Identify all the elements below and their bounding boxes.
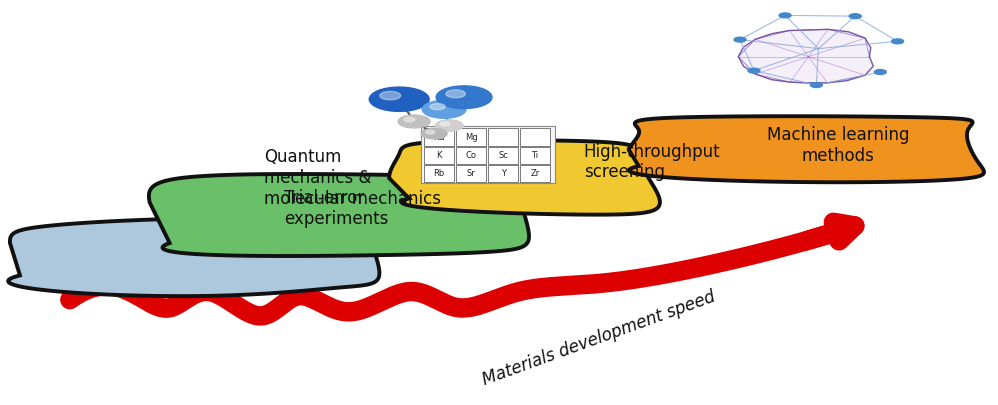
FancyBboxPatch shape (488, 128, 518, 146)
FancyBboxPatch shape (456, 165, 486, 182)
Text: Ti: Ti (531, 151, 539, 160)
FancyBboxPatch shape (456, 128, 486, 146)
Circle shape (748, 68, 759, 73)
Text: Materials development speed: Materials development speed (480, 288, 718, 389)
Circle shape (398, 115, 430, 128)
Circle shape (874, 70, 886, 75)
Circle shape (435, 120, 463, 131)
Circle shape (436, 86, 492, 109)
Circle shape (849, 14, 861, 19)
Text: Co: Co (466, 151, 477, 160)
Text: Trial-error
experiments: Trial-error experiments (284, 189, 389, 228)
FancyBboxPatch shape (520, 147, 550, 164)
Text: K: K (436, 151, 442, 160)
Text: Rb: Rb (433, 169, 445, 178)
FancyBboxPatch shape (488, 147, 518, 164)
FancyBboxPatch shape (520, 128, 550, 146)
PathPatch shape (389, 140, 660, 215)
Text: High-throughput
screening: High-throughput screening (584, 143, 721, 181)
Circle shape (421, 128, 447, 139)
Circle shape (422, 100, 466, 118)
Circle shape (810, 83, 822, 87)
FancyBboxPatch shape (424, 128, 454, 146)
Text: Mg: Mg (465, 133, 477, 142)
FancyBboxPatch shape (421, 126, 555, 183)
Circle shape (440, 122, 450, 126)
Text: Zr: Zr (530, 169, 540, 178)
Text: Na: Na (433, 133, 445, 142)
Text: Quantum
mechanics &
molecular mechanics: Quantum mechanics & molecular mechanics (264, 148, 441, 208)
PathPatch shape (8, 217, 379, 296)
FancyBboxPatch shape (456, 147, 486, 164)
Circle shape (404, 117, 415, 122)
Circle shape (446, 90, 465, 98)
Text: Sc: Sc (498, 151, 508, 160)
Circle shape (426, 130, 435, 134)
Text: Sr: Sr (467, 169, 475, 178)
Polygon shape (739, 29, 873, 83)
FancyBboxPatch shape (520, 165, 550, 182)
Circle shape (430, 104, 445, 110)
Circle shape (734, 37, 746, 42)
Circle shape (379, 92, 400, 100)
Text: Machine learning
methods: Machine learning methods (767, 126, 909, 165)
FancyBboxPatch shape (424, 165, 454, 182)
Circle shape (779, 13, 791, 18)
Text: Y: Y (501, 169, 506, 178)
Circle shape (369, 87, 429, 111)
Circle shape (891, 39, 903, 44)
FancyBboxPatch shape (424, 147, 454, 164)
PathPatch shape (149, 174, 529, 256)
PathPatch shape (629, 116, 984, 182)
FancyBboxPatch shape (488, 165, 518, 182)
